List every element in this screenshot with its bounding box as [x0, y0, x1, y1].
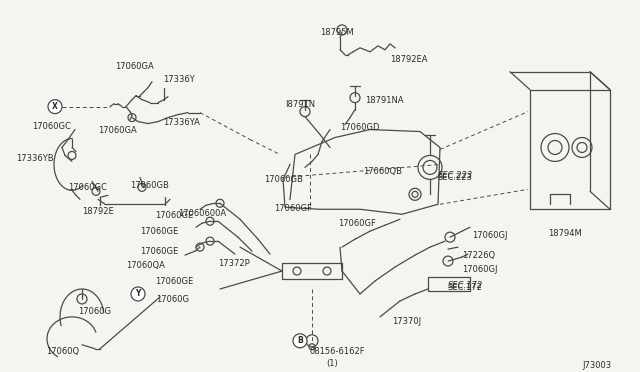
Text: 08156-6162F: 08156-6162F	[310, 347, 365, 356]
Text: (1): (1)	[326, 359, 338, 368]
Text: 18794M: 18794M	[548, 229, 582, 238]
Text: 17060GB: 17060GB	[130, 182, 169, 190]
Text: SEC.172: SEC.172	[448, 283, 483, 292]
Text: 17226Q: 17226Q	[462, 251, 495, 260]
Text: 17060GA: 17060GA	[98, 126, 137, 135]
Text: SEC.223: SEC.223	[438, 173, 473, 182]
Text: Y: Y	[135, 289, 141, 298]
Text: 17372P: 17372P	[218, 259, 250, 268]
Text: 17060QB: 17060QB	[363, 167, 402, 176]
Circle shape	[293, 334, 307, 348]
Text: SEC.172: SEC.172	[448, 281, 483, 290]
Text: 17060GA: 17060GA	[115, 62, 154, 71]
Text: 17370J: 17370J	[392, 317, 421, 326]
Text: 17060GE: 17060GE	[140, 227, 179, 236]
Text: J73003: J73003	[582, 361, 611, 370]
Text: X: X	[52, 102, 58, 111]
Text: 18792E: 18792E	[82, 207, 114, 216]
Text: 17336YB: 17336YB	[16, 154, 54, 163]
Text: 18792EA: 18792EA	[390, 55, 428, 64]
Text: B: B	[297, 336, 303, 345]
Circle shape	[48, 100, 62, 113]
Text: 17336YA: 17336YA	[163, 118, 200, 126]
Text: 17060G: 17060G	[156, 295, 189, 304]
Text: 17060G: 17060G	[78, 307, 111, 316]
Text: 17060GC: 17060GC	[68, 183, 107, 192]
Text: I8791N: I8791N	[285, 100, 315, 109]
Text: 17060GE: 17060GE	[155, 277, 193, 286]
Text: 17060GC: 17060GC	[32, 122, 71, 131]
Text: 17060600A: 17060600A	[178, 209, 226, 218]
Text: 17336Y: 17336Y	[163, 75, 195, 84]
Text: 17060GF: 17060GF	[274, 204, 312, 213]
Circle shape	[131, 287, 145, 301]
Text: 18795M: 18795M	[320, 28, 354, 37]
Text: 17060GD: 17060GD	[340, 122, 380, 132]
Text: SEC.223: SEC.223	[438, 171, 473, 180]
Text: 17060GB: 17060GB	[264, 175, 303, 185]
Text: 17060QA: 17060QA	[126, 261, 165, 270]
Text: 17060GE: 17060GE	[140, 247, 179, 256]
Text: 17060GJ: 17060GJ	[472, 231, 508, 240]
Text: 18791NA: 18791NA	[365, 96, 404, 105]
Text: 17060GJ: 17060GJ	[462, 265, 497, 274]
Text: 17060Q: 17060Q	[46, 347, 79, 356]
Text: 17060GE: 17060GE	[155, 211, 193, 220]
Text: 17060GF: 17060GF	[338, 219, 376, 228]
